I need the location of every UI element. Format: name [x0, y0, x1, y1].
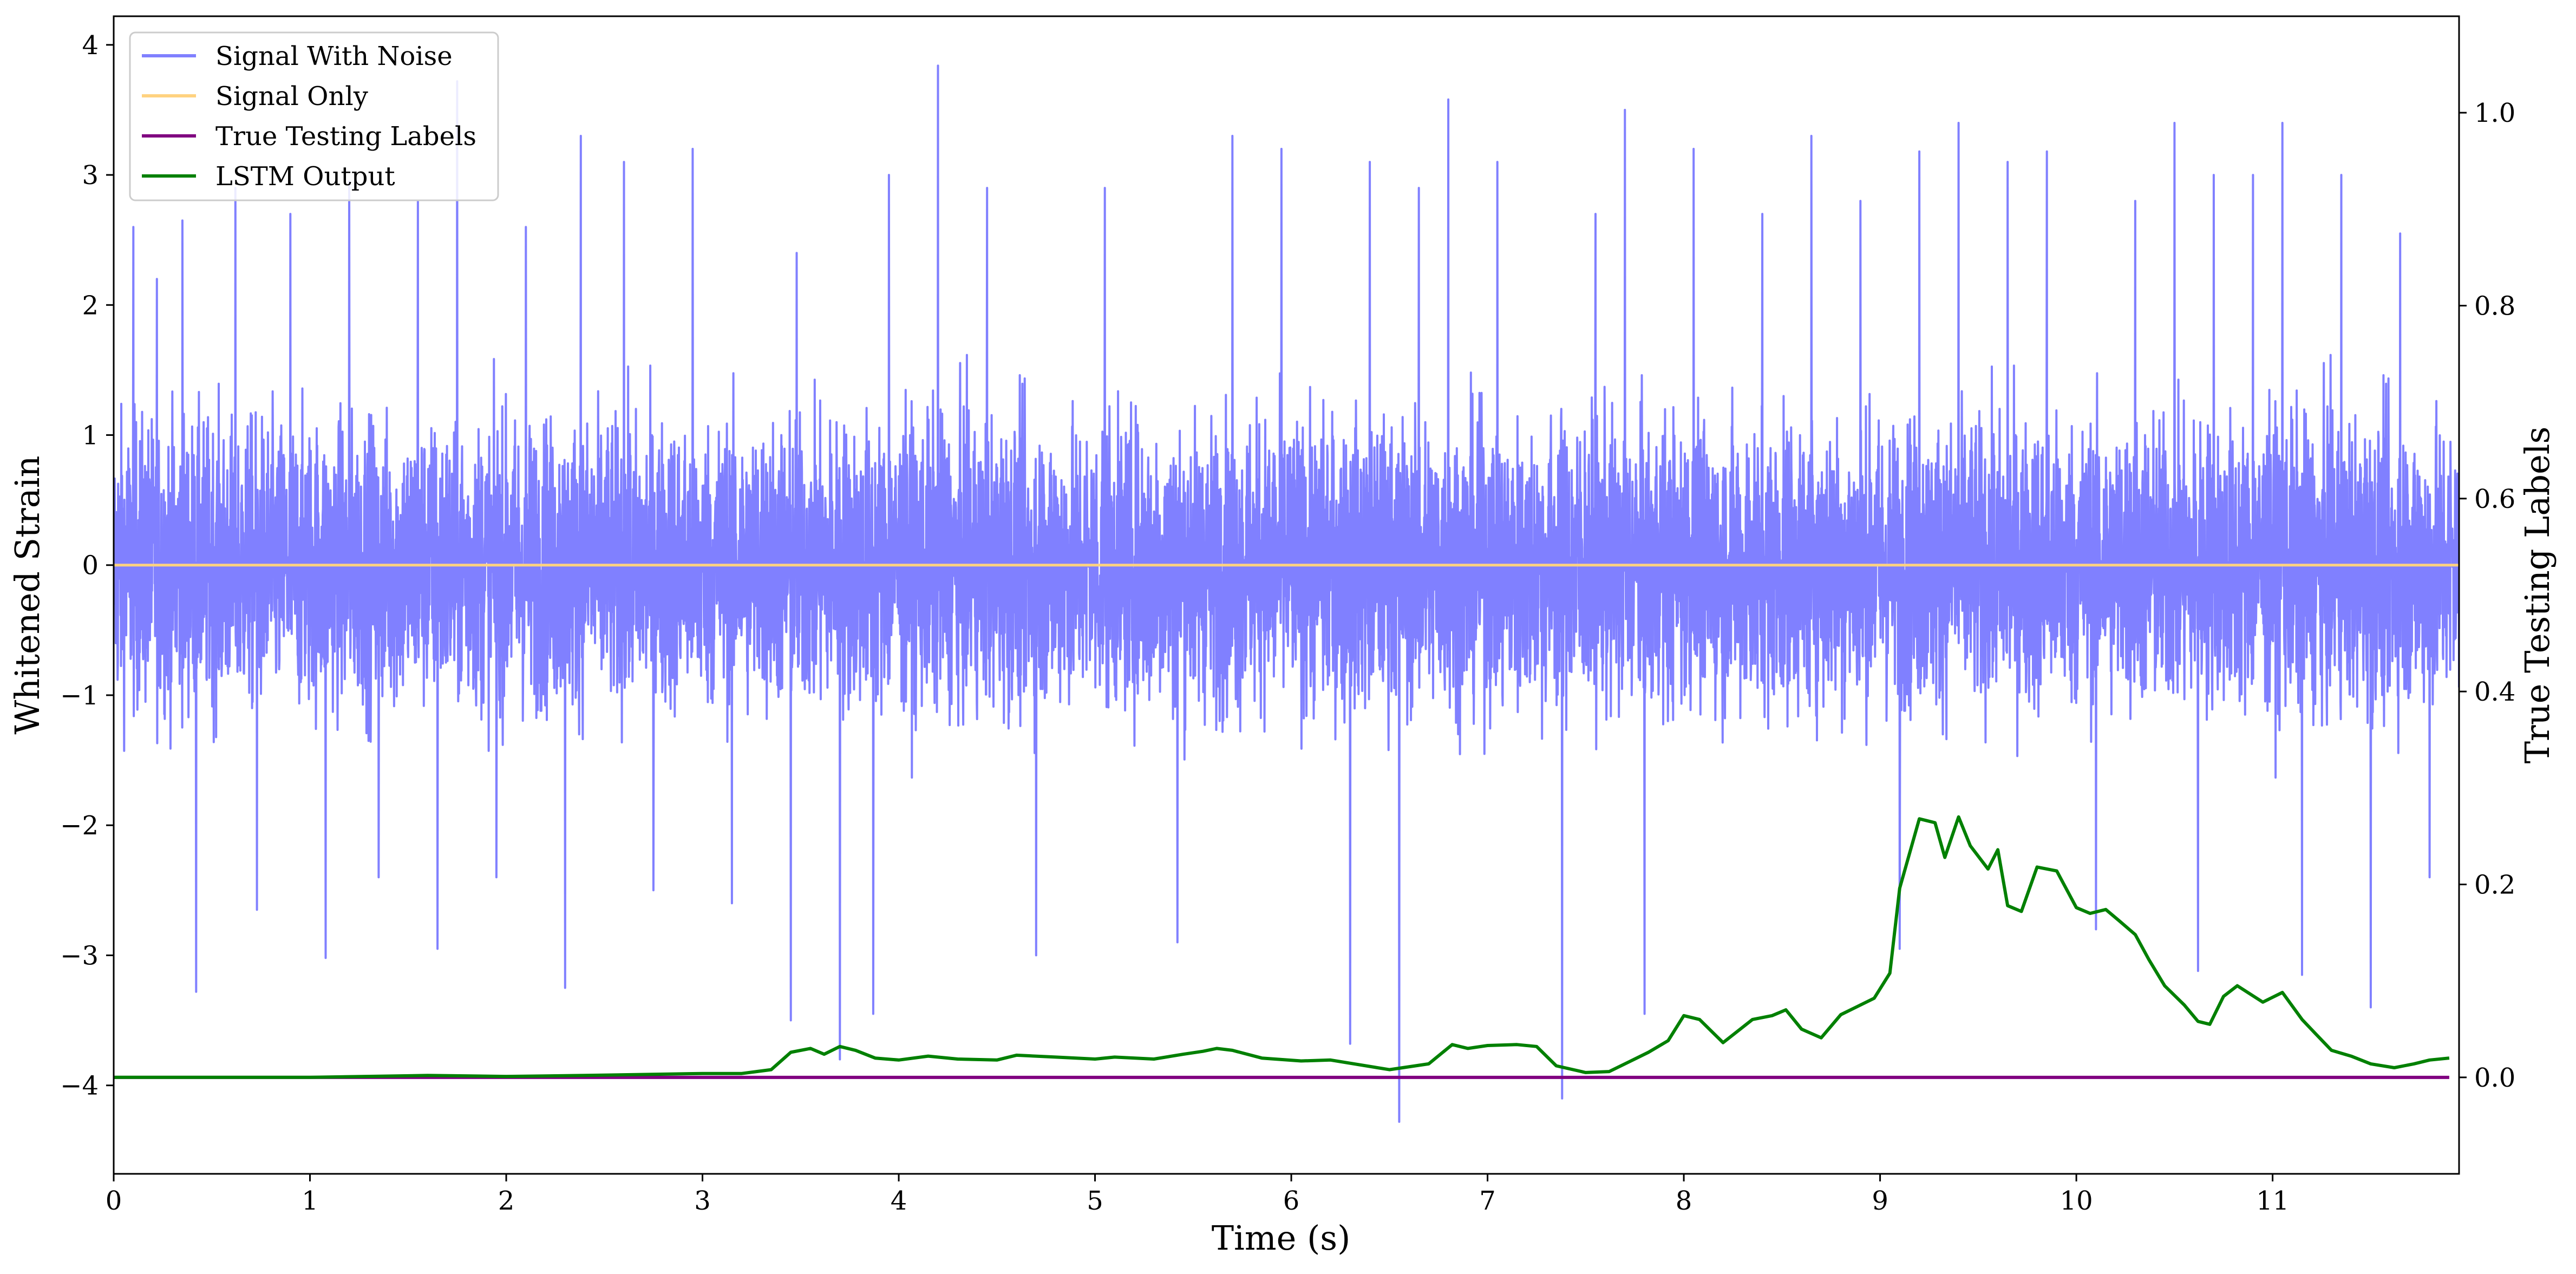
y-tick-label: −2 — [60, 811, 99, 841]
x-tick-label: 4 — [891, 1186, 907, 1216]
y-tick-label: 0 — [82, 551, 99, 581]
x-tick-label: 11 — [2256, 1186, 2289, 1216]
x-tick-label: 2 — [498, 1186, 515, 1216]
legend: Signal With Noise Signal Only True Testing… — [129, 31, 499, 201]
y-tick-label: −3 — [60, 940, 99, 971]
y-axis: −4 −3 −2 −1 0 1 2 3 4 — [60, 30, 114, 1101]
legend-label: Signal With Noise — [215, 41, 453, 71]
x-axis-label: Time (s) — [1212, 1218, 1351, 1258]
x-tick-label: 5 — [1087, 1186, 1103, 1216]
x-tick-label: 0 — [106, 1186, 122, 1216]
x-tick-label: 1 — [302, 1186, 318, 1216]
y2-tick-label: 0.4 — [2474, 677, 2515, 707]
y2-axis-label: True Testing Labels — [2518, 427, 2557, 764]
x-tick-label: 10 — [2060, 1186, 2093, 1216]
x-tick-label: 6 — [1283, 1186, 1300, 1216]
series-signal-with-noise-line — [114, 64, 2459, 1123]
legend-label: True Testing Labels — [215, 121, 476, 152]
series-lstm-output-line — [114, 815, 2450, 1079]
y-tick-label: −1 — [60, 681, 99, 711]
series-layer — [114, 64, 2459, 1123]
legend-box — [129, 31, 499, 201]
y2-tick-label: 0.0 — [2474, 1063, 2515, 1093]
y2-tick-label: 0.8 — [2474, 291, 2515, 322]
y-tick-label: 1 — [82, 421, 99, 451]
y-tick-label: 4 — [82, 30, 99, 61]
y2-tick-label: 0.6 — [2474, 484, 2515, 514]
x-tick-label: 7 — [1479, 1186, 1496, 1216]
x-axis: 0 1 2 3 4 5 6 7 8 9 10 11 — [106, 1174, 2289, 1216]
x-tick-label: 9 — [1872, 1186, 1888, 1216]
y-tick-label: 2 — [82, 290, 99, 321]
plot-frame — [113, 15, 2460, 1175]
legend-label: LSTM Output — [215, 161, 395, 192]
y-tick-label: 3 — [82, 160, 99, 191]
x-tick-label: 8 — [1676, 1186, 1692, 1216]
y2-tick-label: 0.2 — [2474, 870, 2515, 900]
y-axis-label: Whitened Strain — [8, 456, 47, 735]
y-tick-label: −4 — [60, 1071, 99, 1101]
legend-label: Signal Only — [215, 81, 368, 112]
y2-tick-label: 1.0 — [2474, 98, 2515, 128]
x-tick-label: 3 — [694, 1186, 711, 1216]
y2-axis: 0.0 0.2 0.4 0.6 0.8 1.0 — [2459, 98, 2515, 1093]
